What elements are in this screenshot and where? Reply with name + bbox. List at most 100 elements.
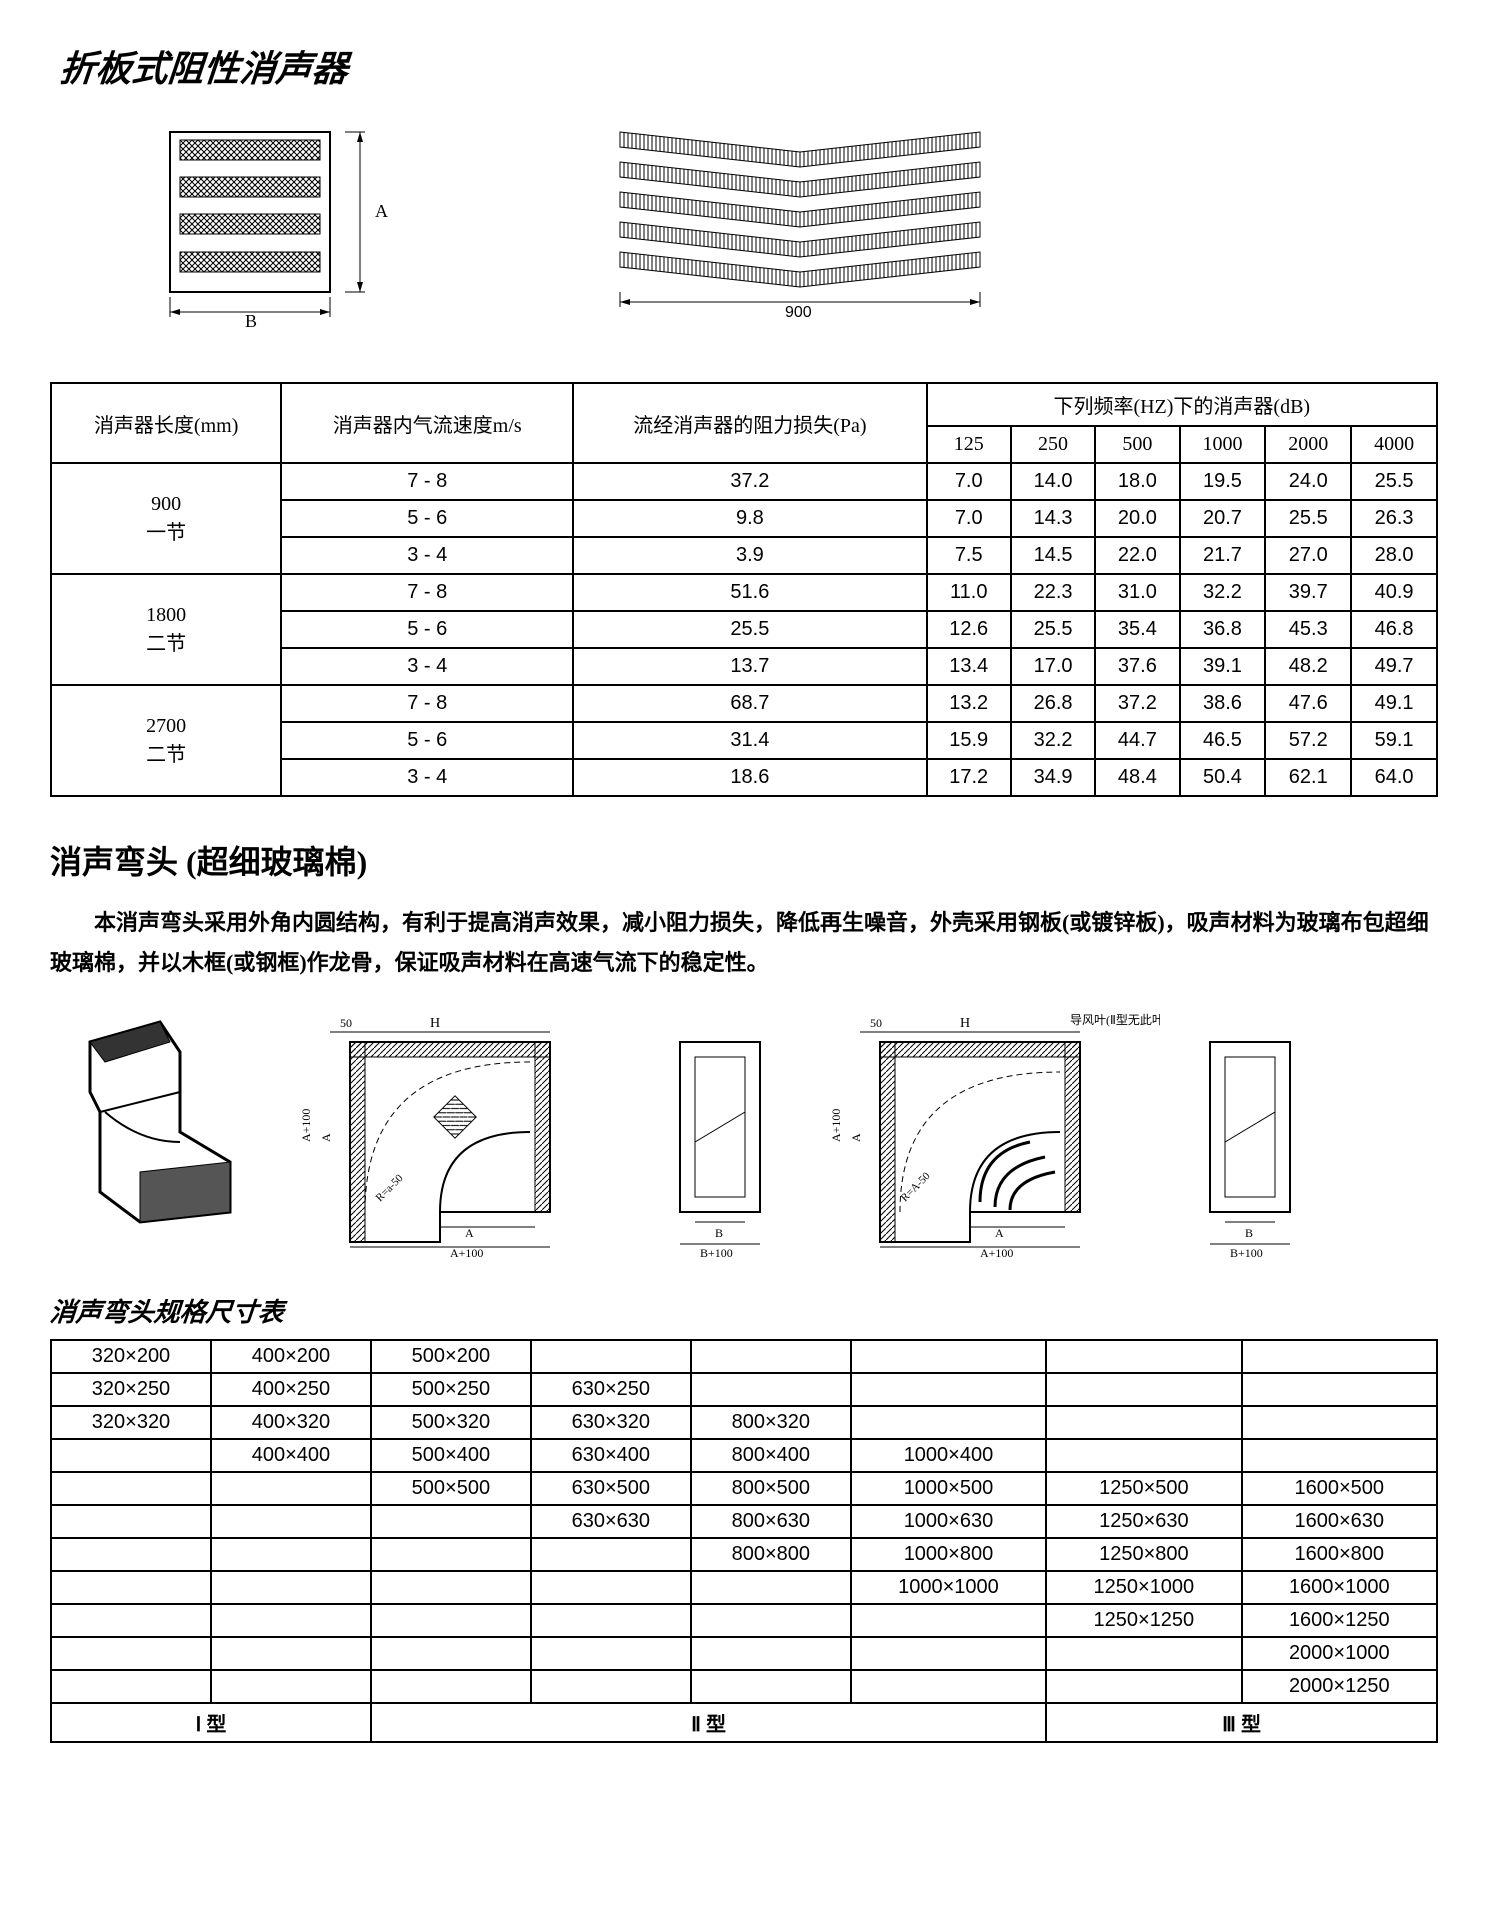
- cell-dim: 400×400: [211, 1439, 371, 1472]
- cell-db: 44.7: [1095, 722, 1179, 759]
- cell-db: 37.2: [1095, 685, 1179, 722]
- cell-dim: 1600×1250: [1242, 1604, 1437, 1637]
- cell-dim: [51, 1604, 211, 1637]
- cell-loss: 37.2: [573, 463, 926, 500]
- cell-velocity: 5 - 6: [281, 500, 573, 537]
- th-freq-col: 1000: [1180, 426, 1266, 463]
- cell-dim: [371, 1538, 531, 1571]
- cell-dim: 500×400: [371, 1439, 531, 1472]
- label-900: 900: [785, 304, 812, 321]
- cell-dim: [1242, 1439, 1437, 1472]
- svg-text:导风叶(Ⅱ型无此叶): 导风叶(Ⅱ型无此叶): [1070, 1013, 1160, 1027]
- svg-text:A: A: [319, 1133, 333, 1142]
- cell-dim: 1250×630: [1046, 1505, 1241, 1538]
- cell-dim: [691, 1637, 851, 1670]
- cell-velocity: 7 - 8: [281, 463, 573, 500]
- cell-dim: 800×500: [691, 1472, 851, 1505]
- cell-dim: 630×630: [531, 1505, 691, 1538]
- cell-loss: 68.7: [573, 685, 926, 722]
- elbow-iso-icon: [50, 1012, 250, 1232]
- cell-dim: 630×500: [531, 1472, 691, 1505]
- cell-db: 26.3: [1351, 500, 1437, 537]
- cell-dim: [1046, 1439, 1241, 1472]
- cell-db: 39.1: [1180, 648, 1266, 685]
- cell-dim: 320×320: [51, 1406, 211, 1439]
- cell-db: 19.5: [1180, 463, 1266, 500]
- cell-velocity: 5 - 6: [281, 611, 573, 648]
- svg-text:R=A-50: R=A-50: [899, 1170, 933, 1204]
- cell-dim: [51, 1538, 211, 1571]
- diagrams-row: B A: [150, 122, 1438, 342]
- cell-dim: 500×320: [371, 1406, 531, 1439]
- cell-length: 2700二节: [51, 685, 281, 796]
- cell-db: 24.0: [1265, 463, 1351, 500]
- elbow-side-2: B B+100: [1200, 1012, 1310, 1262]
- svg-text:B+100: B+100: [1230, 1246, 1263, 1260]
- cell-dim: 630×250: [531, 1373, 691, 1406]
- cell-db: 34.9: [1011, 759, 1095, 796]
- svg-text:H: H: [430, 1016, 440, 1031]
- cell-dim: 1000×500: [851, 1472, 1046, 1505]
- cell-dim: 2000×1000: [1242, 1637, 1437, 1670]
- svg-text:B: B: [1245, 1226, 1253, 1240]
- cell-velocity: 3 - 4: [281, 648, 573, 685]
- cell-dim: [371, 1571, 531, 1604]
- cell-dim: 800×800: [691, 1538, 851, 1571]
- cell-dim: [531, 1637, 691, 1670]
- cell-dim: [851, 1340, 1046, 1373]
- cell-db: 14.5: [1011, 537, 1095, 574]
- cell-loss: 25.5: [573, 611, 926, 648]
- th-freq-col: 500: [1095, 426, 1179, 463]
- cell-db: 25.5: [1351, 463, 1437, 500]
- cell-dim: [1242, 1340, 1437, 1373]
- cell-dim: [371, 1604, 531, 1637]
- svg-text:50: 50: [870, 1016, 882, 1030]
- cell-db: 17.2: [927, 759, 1011, 796]
- cell-db: 46.5: [1180, 722, 1266, 759]
- cell-dim: 400×320: [211, 1406, 371, 1439]
- cell-dim: [1046, 1637, 1241, 1670]
- cell-db: 25.5: [1265, 500, 1351, 537]
- cell-dim: [531, 1340, 691, 1373]
- cell-db: 31.0: [1095, 574, 1179, 611]
- cell-dim: [691, 1373, 851, 1406]
- cell-dim: [851, 1670, 1046, 1703]
- cell-db: 20.0: [1095, 500, 1179, 537]
- cell-db: 50.4: [1180, 759, 1266, 796]
- cell-db: 20.7: [1180, 500, 1266, 537]
- cell-dim: 500×200: [371, 1340, 531, 1373]
- cell-db: 36.8: [1180, 611, 1266, 648]
- cell-db: 57.2: [1265, 722, 1351, 759]
- cell-dim: [1046, 1373, 1241, 1406]
- th-freq-col: 4000: [1351, 426, 1437, 463]
- cell-dim: 1000×630: [851, 1505, 1046, 1538]
- svg-text:R=a-50: R=a-50: [374, 1172, 406, 1204]
- cell-db: 7.0: [927, 463, 1011, 500]
- cell-loss: 51.6: [573, 574, 926, 611]
- cell-db: 14.3: [1011, 500, 1095, 537]
- cell-db: 49.1: [1351, 685, 1437, 722]
- cross-section-diagram: B A: [150, 122, 410, 342]
- cell-db: 35.4: [1095, 611, 1179, 648]
- cell-db: 27.0: [1265, 537, 1351, 574]
- cell-db: 62.1: [1265, 759, 1351, 796]
- cell-db: 48.4: [1095, 759, 1179, 796]
- elbow-plan-2: 50 H 导风叶(Ⅱ型无此叶) A+100 A R=A-50 A A+100: [820, 1012, 1160, 1262]
- cell-db: 26.8: [1011, 685, 1095, 722]
- svg-text:A+100: A+100: [450, 1246, 483, 1260]
- cell-dim: [51, 1571, 211, 1604]
- cell-dim: [1046, 1406, 1241, 1439]
- title-2: 消声弯头 (超细玻璃棉): [50, 837, 1438, 883]
- cell-db: 46.8: [1351, 611, 1437, 648]
- cell-dim: [51, 1505, 211, 1538]
- cell-dim: [1046, 1670, 1241, 1703]
- cell-dim: [691, 1670, 851, 1703]
- cell-dim: 1600×800: [1242, 1538, 1437, 1571]
- cell-loss: 3.9: [573, 537, 926, 574]
- svg-text:A: A: [995, 1226, 1004, 1240]
- svg-text:A+100: A+100: [829, 1109, 843, 1142]
- cell-dim: 500×250: [371, 1373, 531, 1406]
- cell-type: Ⅱ 型: [371, 1703, 1046, 1742]
- title-1: 折板式阻性消声器: [58, 40, 1441, 92]
- cell-db: 38.6: [1180, 685, 1266, 722]
